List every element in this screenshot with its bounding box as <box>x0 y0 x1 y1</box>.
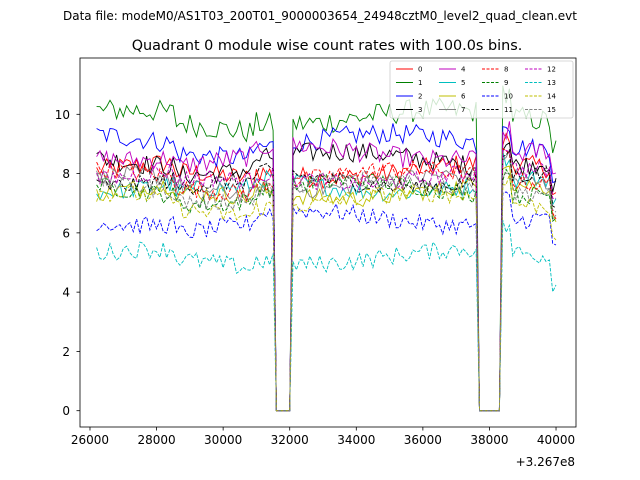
chart-title: Quadrant 0 module wise count rates with … <box>132 38 523 54</box>
y-tick-label: 6 <box>62 226 70 240</box>
y-tick-label: 2 <box>62 345 70 359</box>
legend-label-0: 0 <box>418 66 422 74</box>
plot-frame <box>79 57 577 428</box>
series-line-8 <box>96 147 557 412</box>
x-tick-label: 28000 <box>137 433 175 447</box>
x-tick-label: 34000 <box>337 433 375 447</box>
legend-label-10: 10 <box>504 93 513 101</box>
legend-label-5: 5 <box>461 79 465 87</box>
legend-label-12: 12 <box>547 66 556 74</box>
legend-label-15: 15 <box>547 106 556 114</box>
x-tick-label: 36000 <box>404 433 442 447</box>
chart-suptitle: Data file: modeM0/AS1T03_200T01_90000036… <box>63 9 577 23</box>
y-tick-label: 0 <box>62 404 70 418</box>
x-tick-label: 32000 <box>271 433 309 447</box>
y-tick-label: 4 <box>62 286 70 300</box>
legend-label-2: 2 <box>418 93 422 101</box>
x-tick-label: 26000 <box>71 433 109 447</box>
series-line-15 <box>96 170 557 412</box>
legend-label-14: 14 <box>547 93 556 101</box>
legend-label-1: 1 <box>418 79 422 87</box>
y-tick-label: 10 <box>55 108 70 122</box>
x-axis: 26000 28000 30000 32000 34000 36000 38000 40000 <box>71 427 575 447</box>
legend-label-7: 7 <box>461 106 465 114</box>
y-tick-label: 8 <box>62 167 70 181</box>
legend-label-3: 3 <box>418 106 422 114</box>
legend-label-6: 6 <box>461 93 466 101</box>
x-tick-label: 30000 <box>204 433 242 447</box>
legend-label-8: 8 <box>504 66 508 74</box>
legend-label-11: 11 <box>504 106 513 114</box>
legend-box <box>389 60 574 119</box>
legend-label-4: 4 <box>461 66 466 74</box>
legend-label-9: 9 <box>504 79 508 87</box>
series-layer <box>96 85 557 412</box>
legend-label-13: 13 <box>547 79 556 87</box>
x-tick-label: 38000 <box>470 433 508 447</box>
x-tick-label: 40000 <box>537 433 575 447</box>
x-offset-label: +3.267e8 <box>516 455 575 469</box>
series-line-14 <box>96 174 557 412</box>
y-axis: 0 2 4 6 8 10 <box>55 108 80 418</box>
